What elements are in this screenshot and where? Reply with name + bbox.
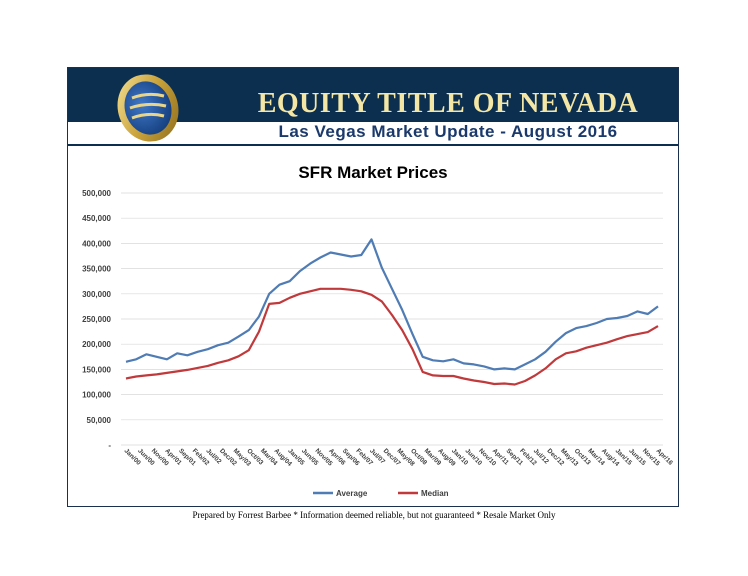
- y-tick-label: 150,000: [82, 365, 111, 374]
- company-logo: [117, 74, 179, 142]
- footer-note: Prepared by Forrest Barbee * Information…: [192, 510, 556, 520]
- series-line-median: [125, 287, 659, 386]
- y-tick-label: 200,000: [82, 340, 111, 349]
- y-tick-label: 500,000: [82, 189, 111, 198]
- page-subtitle: Las Vegas Market Update - August 2016: [278, 122, 618, 141]
- y-tick-label: 50,000: [87, 416, 112, 425]
- report-frame: EQUITY TITLE OF NEVADA Las Vegas Market …: [67, 67, 679, 507]
- series-line-average: [125, 238, 659, 371]
- y-tick-label: 250,000: [82, 315, 111, 324]
- chart-title: SFR Market Prices: [298, 163, 447, 182]
- legend-label-average: Average: [336, 489, 368, 498]
- y-tick-label: 350,000: [82, 265, 111, 274]
- y-tick-label: 400,000: [82, 239, 111, 248]
- y-tick-label: 450,000: [82, 214, 111, 223]
- sfr-price-chart: SFR Market Prices - 50,000 100,000 150,000 2…: [82, 163, 674, 498]
- y-tick-label: 100,000: [82, 391, 111, 400]
- legend-label-median: Median: [421, 489, 449, 498]
- y-tick-label: 300,000: [82, 290, 111, 299]
- y-tick-label: -: [108, 441, 111, 450]
- page-title: EQUITY TITLE OF NEVADA: [257, 88, 639, 119]
